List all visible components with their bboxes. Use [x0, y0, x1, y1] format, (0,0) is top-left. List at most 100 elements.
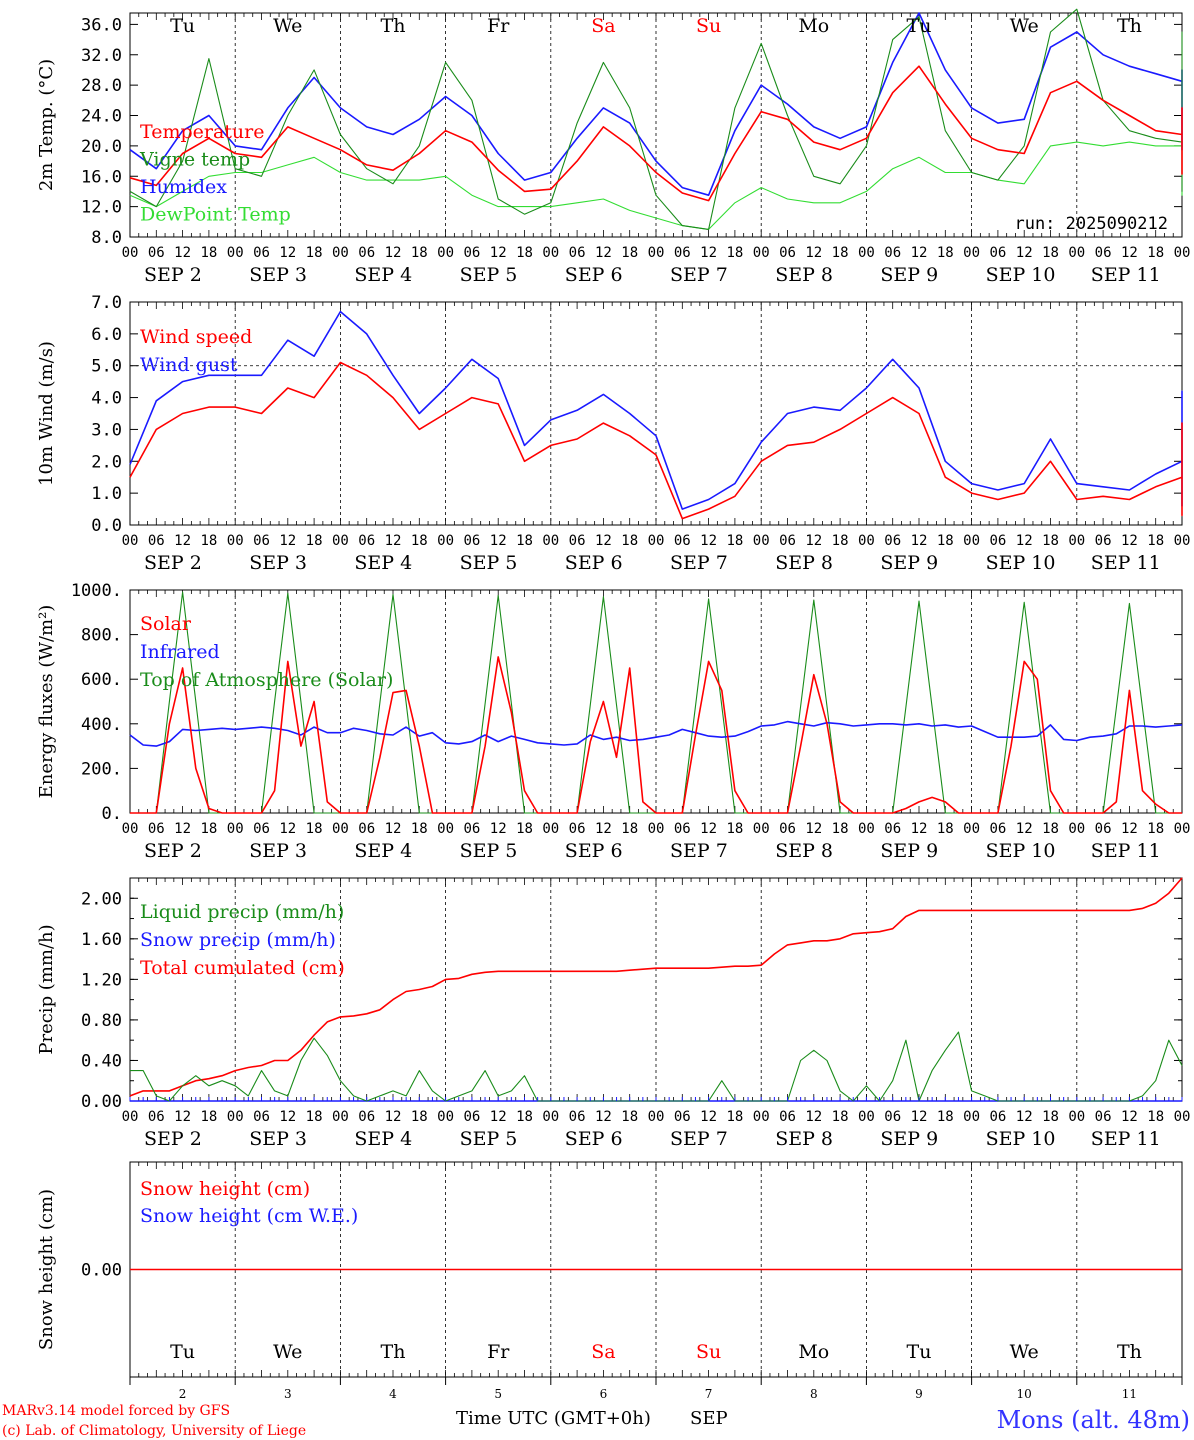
hour-label: 18 [832, 245, 849, 261]
date-label: SEP 6 [565, 840, 623, 862]
hour-label: 00 [332, 1109, 349, 1125]
hour-label: 06 [569, 821, 586, 837]
date-label: SEP 3 [249, 840, 307, 862]
hour-label: 00 [1068, 245, 1085, 261]
hour-label: 18 [1042, 1109, 1059, 1125]
hour-label: 00 [332, 821, 349, 837]
legend-entry: Liquid precip (mm/h) [140, 901, 344, 923]
hour-label: 00 [1068, 533, 1085, 549]
hour-label: 12 [1121, 533, 1138, 549]
day-name-label: Tu [170, 15, 195, 37]
hour-label: 00 [122, 821, 139, 837]
legend-entry: Snow height (cm) [140, 1178, 310, 1200]
date-label: SEP 4 [354, 840, 412, 862]
date-label: SEP 8 [775, 552, 833, 574]
hour-label: 18 [621, 821, 638, 837]
day-name-label: Th [1117, 15, 1142, 37]
y-tick-label: 5.0 [91, 357, 122, 377]
hour-label: 00 [753, 821, 770, 837]
hour-label: 12 [595, 245, 612, 261]
date-label: SEP 5 [460, 1128, 518, 1150]
y-axis-title: Precip (mm/h) [36, 924, 57, 1054]
day-name-label: Su [696, 15, 721, 37]
series-line [130, 656, 1182, 814]
hour-label: 00 [1174, 245, 1191, 261]
hour-label: 12 [911, 533, 928, 549]
hour-label: 18 [1147, 1109, 1164, 1125]
date-label: SEP 8 [775, 840, 833, 862]
hour-label: 06 [884, 245, 901, 261]
hour-label: 18 [1042, 245, 1059, 261]
legend-entry: DewPoint Temp [140, 204, 291, 226]
hour-label: 06 [1095, 245, 1112, 261]
hour-label: 06 [989, 533, 1006, 549]
day-number-label: 7 [705, 1387, 713, 1401]
hour-label: 06 [148, 533, 165, 549]
hour-label: 00 [963, 821, 980, 837]
hour-label: 12 [490, 1109, 507, 1125]
panel-5: 0.00 Snow height (cm) Snow height (cm) Snow… [36, 1161, 1183, 1401]
hour-label: 00 [963, 245, 980, 261]
hour-label: 12 [700, 533, 717, 549]
hour-label: 18 [621, 245, 638, 261]
day-name-label: Th [381, 15, 406, 37]
hour-label: 18 [726, 821, 743, 837]
date-label: SEP 10 [986, 840, 1056, 862]
hour-label: 06 [253, 1109, 270, 1125]
legend-entry: Temperature [140, 121, 264, 143]
hour-label: 06 [148, 821, 165, 837]
hour-label: 12 [385, 1109, 402, 1125]
hour-label: 18 [516, 1109, 533, 1125]
hour-label: 18 [516, 533, 533, 549]
date-label: SEP 6 [565, 1128, 623, 1150]
panel-4: 0.00 0.40 0.80 1.20 1.60 2.00 Precip (mm/h) Liq… [36, 877, 1191, 1150]
hour-label: 18 [937, 245, 954, 261]
hour-label: 12 [174, 245, 191, 261]
date-label: SEP 4 [354, 1128, 412, 1150]
station-label: Mons (alt. 48m) [997, 1406, 1190, 1434]
legend-entry: Infrared [140, 641, 220, 663]
y-tick-label: 1.60 [81, 930, 122, 950]
y-tick-label: 36.0 [81, 15, 122, 35]
day-name-label: Tu [170, 1341, 195, 1363]
hour-label: 06 [884, 1109, 901, 1125]
date-label: SEP 8 [775, 1128, 833, 1150]
hour-label: 18 [200, 1109, 217, 1125]
hour-label: 06 [884, 533, 901, 549]
hour-label: 12 [279, 533, 296, 549]
date-label: SEP 4 [354, 552, 412, 574]
hour-label: 18 [621, 1109, 638, 1125]
hour-label: 12 [700, 1109, 717, 1125]
date-label: SEP 3 [249, 264, 307, 286]
hour-label: 18 [937, 533, 954, 549]
hour-label: 06 [779, 533, 796, 549]
hour-label: 00 [1068, 1109, 1085, 1125]
day-name-label: We [273, 15, 302, 37]
day-number-label: 9 [915, 1387, 923, 1401]
hour-label: 00 [858, 821, 875, 837]
y-tick-label: 0.80 [81, 1011, 122, 1031]
hour-label: 00 [1174, 1109, 1191, 1125]
hour-label: 12 [279, 821, 296, 837]
day-name-label: Tu [907, 1341, 932, 1363]
hour-label: 12 [700, 821, 717, 837]
hour-label: 12 [805, 821, 822, 837]
hour-label: 00 [1068, 821, 1085, 837]
hour-label: 12 [1121, 245, 1138, 261]
hour-label: 18 [937, 1109, 954, 1125]
y-tick-label: 600. [81, 670, 122, 690]
day-name-label: We [1010, 1341, 1039, 1363]
hour-label: 06 [253, 245, 270, 261]
day-name-label: Th [1117, 1341, 1142, 1363]
hour-label: 00 [542, 245, 559, 261]
hour-label: 12 [174, 533, 191, 549]
hour-label: 00 [753, 533, 770, 549]
date-label: SEP 8 [775, 264, 833, 286]
hour-label: 00 [648, 533, 665, 549]
hour-label: 18 [937, 821, 954, 837]
x-axis-label: Time UTC (GMT+0h) [456, 1408, 651, 1429]
date-label: SEP 11 [1091, 552, 1161, 574]
hour-label: 12 [1016, 821, 1033, 837]
hour-label: 18 [1147, 533, 1164, 549]
hour-label: 18 [832, 821, 849, 837]
